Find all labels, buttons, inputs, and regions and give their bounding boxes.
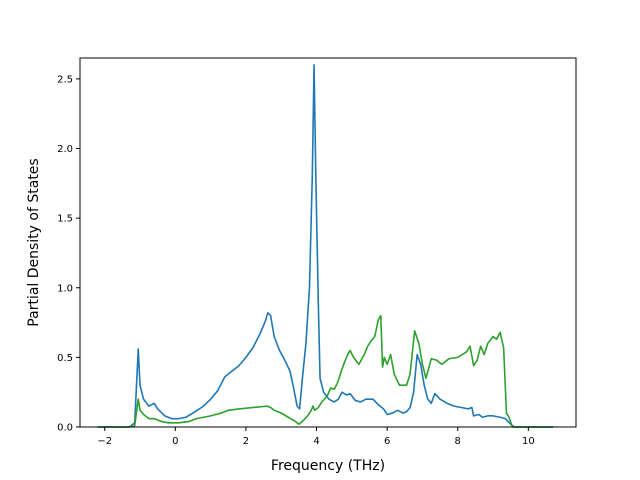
series-line-1: [97, 64, 554, 428]
plot-frame: [79, 57, 577, 428]
plot-lines: [97, 64, 554, 428]
series-line-2: [97, 314, 554, 428]
y-tick-label: 0.5: [57, 353, 73, 364]
x-tick-label: 0: [172, 436, 178, 447]
x-axis: −2 0 2 4 6 8 10: [97, 427, 535, 447]
y-tick-label: 2.5: [57, 74, 73, 85]
x-tick-label: 2: [243, 436, 249, 447]
x-tick-label: 6: [384, 436, 390, 447]
y-tick-label: 0.0: [57, 423, 73, 434]
x-tick-label: −2: [97, 436, 112, 447]
x-tick-label: 4: [313, 436, 319, 447]
y-axis-title: Partial Density of States: [26, 158, 42, 326]
y-tick-label: 1.5: [57, 214, 73, 225]
y-axis: 0.0 0.5 1.0 1.5 2.0 2.5: [57, 74, 80, 434]
x-tick-label: 8: [455, 436, 461, 447]
y-tick-label: 1.0: [57, 283, 73, 294]
x-tick-label: 10: [522, 436, 535, 447]
x-axis-title: Frequency (THz): [271, 458, 385, 474]
y-tick-label: 2.0: [57, 144, 73, 155]
